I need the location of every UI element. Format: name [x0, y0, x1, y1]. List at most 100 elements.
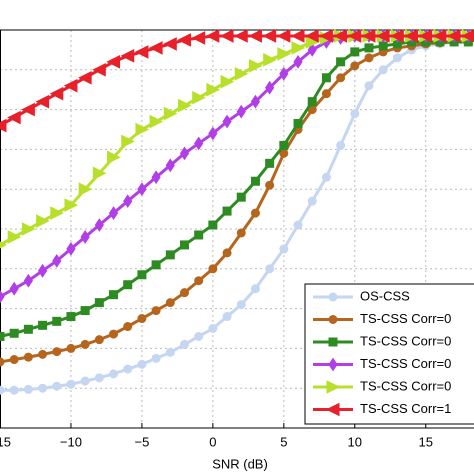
- marker: [92, 166, 107, 181]
- marker: [7, 230, 22, 244]
- marker: [151, 306, 161, 316]
- marker: [163, 37, 177, 51]
- marker: [208, 264, 218, 274]
- marker: [107, 150, 121, 165]
- marker: [78, 182, 93, 197]
- marker: [0, 331, 5, 341]
- marker: [222, 114, 232, 129]
- marker: [52, 381, 62, 391]
- marker: [236, 300, 246, 310]
- marker: [38, 383, 48, 393]
- marker: [151, 260, 161, 270]
- marker: [23, 324, 33, 334]
- marker: [36, 214, 50, 228]
- marker: [109, 329, 119, 339]
- marker: [94, 335, 104, 345]
- marker: [321, 73, 331, 83]
- marker: [350, 61, 360, 71]
- marker: [250, 284, 260, 294]
- x-tick-label: −5: [135, 434, 150, 449]
- marker: [35, 94, 50, 109]
- marker: [404, 29, 419, 43]
- marker: [250, 176, 260, 186]
- marker: [265, 264, 275, 274]
- legend-marker: [328, 357, 338, 372]
- marker: [378, 41, 388, 51]
- marker: [38, 349, 48, 359]
- marker: [194, 331, 204, 341]
- marker: [390, 29, 404, 43]
- marker: [208, 126, 218, 141]
- marker: [0, 118, 7, 133]
- marker: [123, 322, 133, 332]
- marker: [63, 78, 78, 93]
- marker: [80, 306, 90, 316]
- marker: [333, 29, 348, 43]
- marker: [291, 41, 306, 55]
- marker: [194, 276, 204, 286]
- legend-marker: [328, 315, 338, 324]
- marker: [336, 57, 346, 67]
- marker: [293, 220, 303, 230]
- marker: [277, 47, 291, 61]
- marker: [148, 41, 163, 55]
- legend-marker: [328, 337, 338, 347]
- marker: [265, 180, 275, 190]
- marker: [106, 55, 121, 69]
- marker: [64, 198, 79, 212]
- marker: [248, 59, 263, 73]
- marker: [165, 250, 175, 260]
- legend-label: OS-CSS: [360, 288, 410, 303]
- marker: [432, 29, 447, 43]
- marker: [179, 240, 189, 250]
- marker: [236, 192, 246, 202]
- marker: [151, 353, 161, 363]
- marker: [123, 364, 133, 374]
- x-tick-label: 0: [209, 434, 216, 449]
- marker: [392, 53, 402, 63]
- marker: [66, 241, 76, 256]
- marker: [123, 280, 133, 290]
- marker: [123, 194, 133, 209]
- marker: [50, 206, 64, 220]
- marker: [165, 158, 175, 173]
- marker: [149, 114, 164, 129]
- marker: [350, 47, 360, 57]
- marker: [66, 312, 76, 322]
- marker: [248, 29, 262, 43]
- marker: [206, 82, 220, 97]
- marker: [120, 49, 135, 63]
- x-tick-label: −10: [60, 434, 82, 449]
- marker: [418, 29, 433, 43]
- marker: [177, 33, 191, 47]
- marker: [80, 376, 90, 386]
- marker: [163, 106, 178, 121]
- marker: [0, 357, 5, 367]
- marker: [137, 182, 147, 197]
- legend-marker: [325, 402, 340, 417]
- marker: [134, 45, 149, 59]
- marker: [179, 288, 189, 298]
- marker: [165, 347, 175, 357]
- marker: [23, 384, 33, 394]
- marker: [137, 359, 147, 369]
- marker: [78, 70, 92, 85]
- marker: [38, 320, 48, 330]
- marker: [319, 29, 333, 43]
- marker: [52, 316, 62, 326]
- legend-label: TS-CSS Corr=1: [360, 401, 451, 416]
- marker: [66, 343, 76, 353]
- marker: [109, 369, 119, 379]
- marker: [293, 54, 303, 69]
- marker: [236, 104, 246, 119]
- marker: [94, 218, 104, 232]
- marker: [0, 385, 5, 395]
- line: [0, 40, 469, 338]
- legend-box: [304, 283, 474, 425]
- marker: [7, 110, 21, 125]
- marker: [250, 94, 261, 109]
- marker: [279, 244, 289, 254]
- marker: [49, 86, 64, 101]
- marker: [263, 53, 277, 67]
